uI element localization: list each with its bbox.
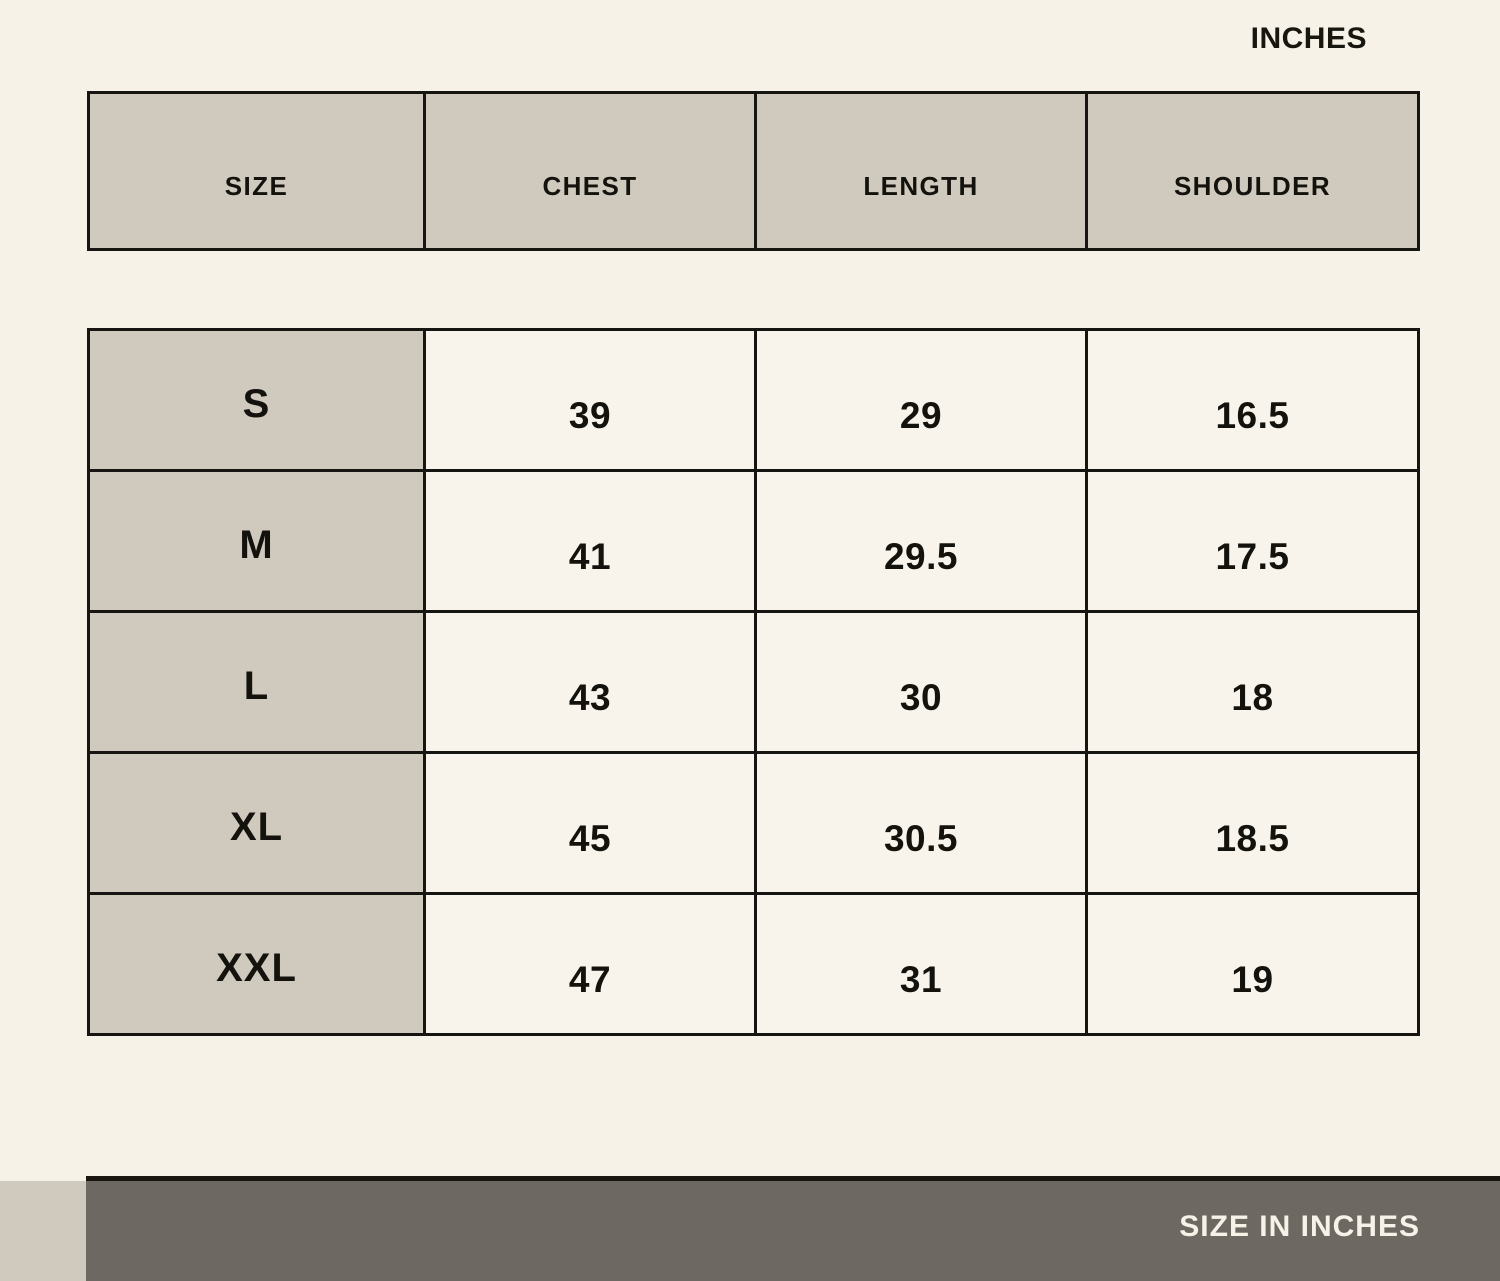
shoulder-value: 17.5: [1215, 535, 1290, 577]
length-value: 31: [899, 958, 943, 1000]
cell-length: 30: [754, 610, 1088, 754]
size-chart-body-table: S 39 29 16.5 M 41: [87, 328, 1420, 1036]
shoulder-value: 18.5: [1215, 817, 1290, 859]
cell-size: S: [87, 328, 426, 472]
length-value: 29.5: [883, 535, 958, 577]
size-chart-header-table: SIZE CHEST LENGTH SHOULDER: [87, 91, 1420, 251]
column-header-shoulder: SHOULDER: [1085, 91, 1420, 251]
cell-chest: 41: [423, 469, 757, 613]
column-header-size: SIZE: [87, 91, 426, 251]
column-header-chest-label: CHEST: [542, 171, 638, 201]
cell-size: M: [87, 469, 426, 613]
chest-value: 43: [568, 676, 612, 718]
table-row: S 39 29 16.5: [87, 328, 1420, 472]
cell-shoulder: 18.5: [1085, 751, 1420, 895]
cell-size: XL: [87, 751, 426, 895]
size-label: M: [239, 523, 274, 567]
size-label: XXL: [216, 946, 297, 990]
length-value: 29: [899, 394, 943, 436]
cell-length: 29.5: [754, 469, 1088, 613]
table-row: XL 45 30.5 18.5: [87, 751, 1420, 895]
size-label: L: [243, 664, 270, 708]
cell-size: L: [87, 610, 426, 754]
column-header-chest: CHEST: [423, 91, 757, 251]
footer-label: SIZE IN INCHES: [1179, 1210, 1420, 1243]
table-header-row: SIZE CHEST LENGTH SHOULDER: [87, 91, 1420, 251]
size-label: S: [242, 382, 271, 426]
cell-chest: 43: [423, 610, 757, 754]
cell-size: XXL: [87, 892, 426, 1036]
table-row: L 43 30 18: [87, 610, 1420, 754]
chest-value: 47: [568, 958, 612, 1000]
table-row: M 41 29.5 17.5: [87, 469, 1420, 613]
column-header-shoulder-label: SHOULDER: [1173, 171, 1332, 201]
column-header-length: LENGTH: [754, 91, 1088, 251]
cell-shoulder: 19: [1085, 892, 1420, 1036]
cell-length: 30.5: [754, 751, 1088, 895]
cell-shoulder: 18: [1085, 610, 1420, 754]
cell-shoulder: 16.5: [1085, 328, 1420, 472]
chest-value: 41: [568, 535, 612, 577]
chest-value: 39: [568, 394, 612, 436]
footer: SIZE IN INCHES: [0, 1176, 1500, 1281]
footer-color-swatch: [0, 1181, 86, 1281]
table-row: XXL 47 31 19: [87, 892, 1420, 1036]
footer-bar: SIZE IN INCHES: [86, 1176, 1500, 1281]
length-value: 30.5: [883, 817, 958, 859]
column-header-length-label: LENGTH: [863, 171, 979, 201]
length-value: 30: [899, 676, 943, 718]
cell-chest: 47: [423, 892, 757, 1036]
shoulder-value: 16.5: [1215, 394, 1290, 436]
cell-length: 31: [754, 892, 1088, 1036]
column-header-size-label: SIZE: [224, 171, 289, 201]
cell-chest: 39: [423, 328, 757, 472]
shoulder-value: 19: [1231, 958, 1274, 1000]
shoulder-value: 18: [1231, 676, 1274, 718]
cell-chest: 45: [423, 751, 757, 895]
size-label: XL: [229, 805, 284, 849]
chest-value: 45: [568, 817, 612, 859]
page-title: INCHES: [1250, 22, 1367, 55]
cell-length: 29: [754, 328, 1088, 472]
cell-shoulder: 17.5: [1085, 469, 1420, 613]
